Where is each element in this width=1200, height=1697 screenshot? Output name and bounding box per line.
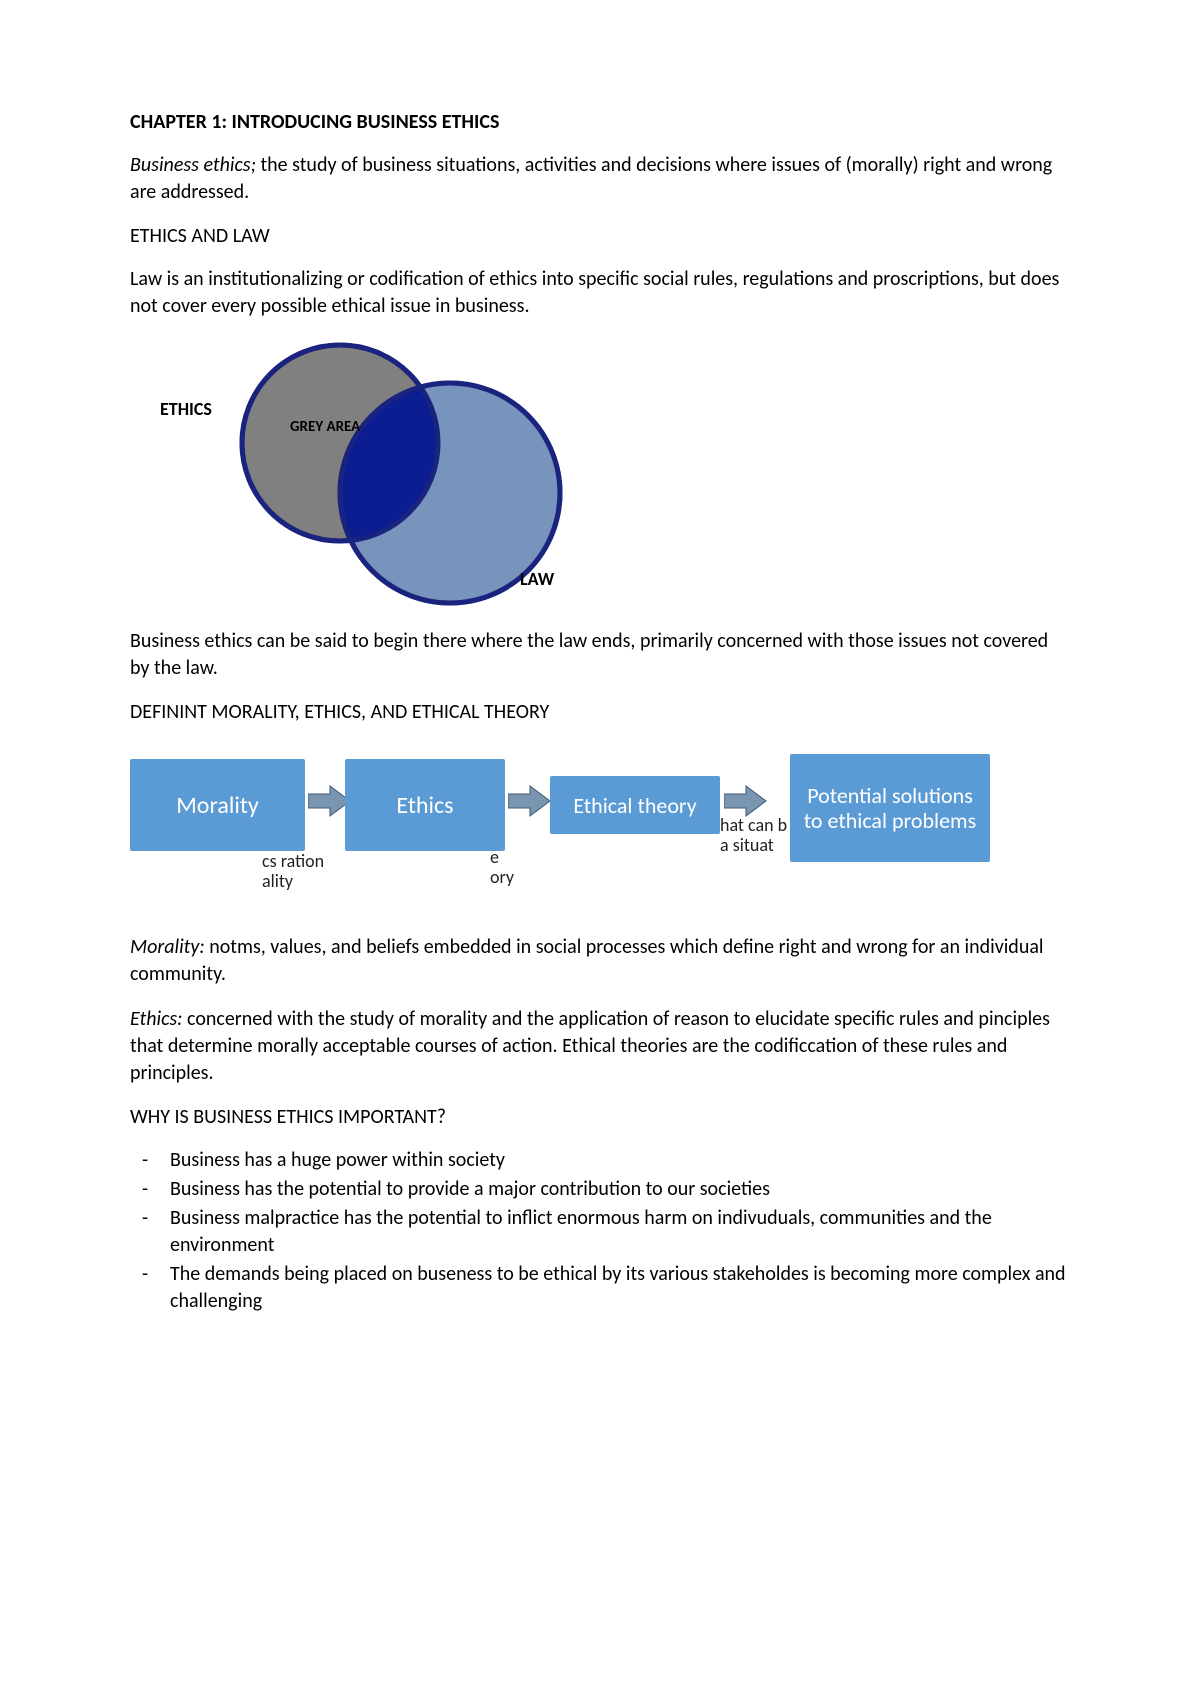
- ethics-def: concerned with the study of morality and…: [130, 1007, 1050, 1085]
- document-page: CHAPTER 1: INTRODUCING BUSINESS ETHICS B…: [0, 0, 1200, 1697]
- flow-box: Morality: [130, 759, 305, 851]
- chapter-title: CHAPTER 1: INTRODUCING BUSINESS ETHICS: [130, 110, 1070, 134]
- intro-def: the study of business situations, activi…: [130, 153, 1052, 204]
- flow-under-text: cs rationality: [262, 852, 324, 892]
- flow-box: Potential solutions to ethical problems: [790, 754, 990, 862]
- list-item: Business malpractice has the potential t…: [170, 1205, 1070, 1259]
- flow-under-text: eory: [490, 848, 514, 888]
- flow-arrow-icon: [508, 784, 552, 818]
- list-item: The demands being placed on buseness to …: [170, 1261, 1070, 1315]
- flow-arrow-icon: [724, 784, 768, 818]
- morality-def: notms, values, and beliefs embedded in s…: [130, 935, 1044, 986]
- why-list: Business has a huge power within society…: [130, 1147, 1070, 1315]
- flow-diagram: cs rationality eory hat can ba situat Moral…: [130, 754, 1050, 894]
- ethics-paragraph: Ethics: concerned with the study of mora…: [130, 1006, 1070, 1087]
- ethics-term: Ethics:: [130, 1007, 183, 1031]
- list-item: Business has a huge power within society: [170, 1147, 1070, 1174]
- list-item: Business has the potential to provide a …: [170, 1176, 1070, 1203]
- venn-label-law: LAW: [520, 568, 554, 590]
- ethics-law-paragraph: Law is an institutionalizing or codifica…: [130, 266, 1070, 320]
- section-ethics-law-heading: ETHICS AND LAW: [130, 224, 1070, 248]
- flow-under-text: hat can ba situat: [720, 816, 787, 856]
- venn-label-ethics: ETHICS: [160, 398, 212, 420]
- venn-label-grey-area: GREY AREA: [290, 418, 360, 436]
- morality-term: Morality:: [130, 935, 205, 959]
- intro-paragraph: Business ethics; the study of business s…: [130, 152, 1070, 206]
- venn-diagram: ETHICS GREY AREA LAW: [150, 338, 610, 598]
- why-heading: WHY IS BUSINESS ETHICS IMPORTANT?: [130, 1105, 1070, 1129]
- flow-box: Ethical theory: [550, 776, 720, 834]
- after-venn-paragraph: Business ethics can be said to begin the…: [130, 628, 1070, 682]
- intro-term: Business ethics;: [130, 153, 256, 177]
- flow-box: Ethics: [345, 759, 505, 851]
- section-def-heading: DEFININT MORALITY, ETHICS, AND ETHICAL T…: [130, 700, 1070, 724]
- morality-paragraph: Morality: notms, values, and beliefs emb…: [130, 934, 1070, 988]
